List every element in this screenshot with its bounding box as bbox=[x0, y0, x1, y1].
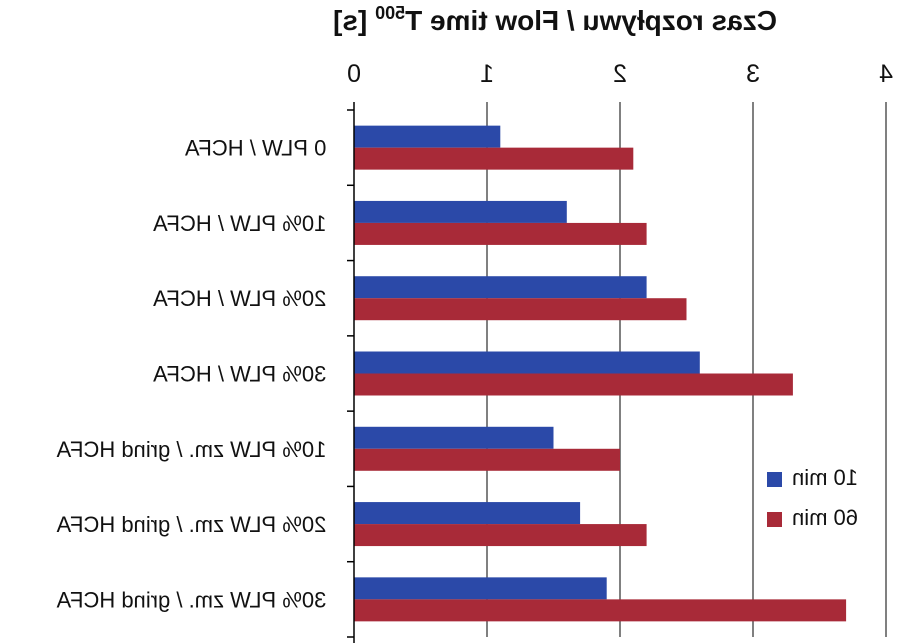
bars bbox=[354, 125, 847, 622]
chart-title: Czas rozpływu / Flow time T500 [s] bbox=[333, 3, 777, 36]
category-label: 20% PLW zm. / grind HCFA bbox=[56, 512, 326, 537]
bar bbox=[354, 222, 647, 245]
chart-title-unit: [s] bbox=[333, 5, 375, 36]
bar bbox=[354, 599, 847, 622]
legend-label: 10 min bbox=[792, 465, 858, 490]
category-label: 0 PLW / HCFA bbox=[185, 136, 327, 161]
x-tick-label: 0 bbox=[347, 60, 361, 88]
bar bbox=[354, 502, 581, 525]
bar bbox=[354, 125, 501, 148]
category-label: 30% PLW / HCFA bbox=[153, 362, 327, 387]
x-tick-label: 2 bbox=[613, 60, 627, 88]
legend-label: 60 min bbox=[792, 505, 858, 530]
bar bbox=[354, 426, 554, 449]
bar bbox=[354, 298, 687, 321]
category-label: 30% PLW zm. / grind HCFA bbox=[56, 587, 326, 612]
chart-title-subscript: 500 bbox=[375, 3, 405, 23]
bar bbox=[354, 373, 793, 396]
category-labels: 0 PLW / HCFA 10% PLW / HCFA 20% PLW / HCFA… bbox=[56, 136, 326, 613]
bar bbox=[354, 351, 700, 374]
bar bbox=[354, 147, 634, 170]
bar bbox=[354, 577, 607, 600]
bar bbox=[354, 524, 647, 547]
bar bbox=[354, 448, 620, 471]
x-tick-label: 4 bbox=[879, 60, 893, 88]
legend-swatch bbox=[767, 512, 782, 527]
x-tick-label: 3 bbox=[746, 60, 760, 88]
category-label: 10% PLW / HCFA bbox=[153, 211, 327, 236]
bar bbox=[354, 200, 567, 223]
x-tick-label: 1 bbox=[480, 60, 494, 88]
legend: 10 min 60 min bbox=[767, 465, 858, 530]
y-axis bbox=[347, 102, 355, 643]
legend-swatch bbox=[767, 472, 782, 487]
category-label: 20% PLW / HCFA bbox=[153, 286, 327, 311]
category-label: 10% PLW zm. / grind HCFA bbox=[56, 437, 326, 462]
x-axis-tick-labels: 0 1 2 3 4 bbox=[347, 60, 893, 88]
bar bbox=[354, 276, 647, 299]
chart-title-main: Czas rozpływu / Flow time T bbox=[405, 5, 777, 36]
